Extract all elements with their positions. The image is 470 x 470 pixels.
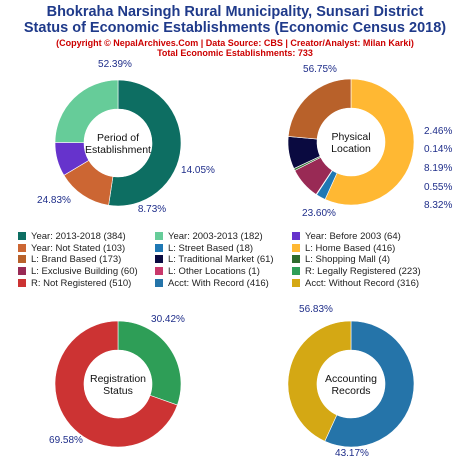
donut-4-slice-1 [324,320,415,448]
donut-2-center-label: Location [331,143,371,155]
donut-2-pct-label: 8.32% [424,200,452,211]
legend-label: L: Exclusive Building (60) [31,266,138,278]
legend-swatch [155,243,163,252]
total-establishments: Total Economic Establishments: 733 [157,48,313,58]
legend-swatch [292,278,300,287]
donut-1-hole [84,109,152,177]
legend-label: R: Legally Registered (223) [305,266,421,278]
legend-label: L: Home Based (416) [305,242,396,254]
legend-swatch [155,255,163,264]
donut-1-pct-label: 52.39% [98,59,132,70]
donut-2-pct-label: 0.14% [424,144,452,155]
legend-label: Year: Not Stated (103) [31,242,126,254]
donut-3-pct-label: 69.58% [49,435,83,446]
donut-1-center-label: Period of [97,132,139,144]
donut-3-pct-label: 30.42% [151,314,185,325]
legend-label: L: Brand Based (173) [31,254,122,266]
donut-3-center-label: Registration [90,373,146,385]
donut-2-pct-label: 8.19% [424,163,452,174]
legend-swatch [155,278,163,287]
donut-3-center-label: Status [103,385,133,397]
legend-swatch [18,278,26,287]
legend-swatch [18,255,26,264]
legend-swatch [292,232,300,240]
legend-label: Acct: With Record (416) [168,277,269,289]
legend-swatch [18,267,26,276]
donut-4-pct-label: 43.17% [335,448,369,459]
donut-3-hole [84,350,152,418]
donut-2-pct-label: 23.60% [302,208,336,219]
legend-label: L: Traditional Market (61) [168,254,274,266]
donut-2-hole [317,108,385,176]
donut-1-pct-label: 24.83% [37,195,71,206]
donut-1-pct-label: 8.73% [138,204,166,215]
donut-1-center-label: Establishment [85,144,151,156]
legend-label: Year: 2013-2018 (384) [31,231,126,242]
donut-4-pct-label: 56.83% [299,304,333,315]
copyright-note: (Copyright © NepalArchives.Com | Data So… [56,38,414,48]
legend-label: L: Shopping Mall (4) [305,254,391,266]
chart-title-line-2: Status of Economic Establishments (Econo… [23,20,447,36]
legend-swatch [155,232,163,240]
legend-label: Acct: Without Record (316) [305,277,420,289]
donut-4-center-label: Accounting [325,373,377,385]
legend-label: L: Other Locations (1) [168,266,260,278]
donut-4-center-label: Records [331,385,370,397]
donut-2-pct-label: 0.55% [424,182,452,193]
donut-2-center-label: Physical [331,131,370,143]
legend-label: Year: Before 2003 (64) [305,231,401,242]
chart-title-line-1: Bhokraha Narsingh Rural Municipality, Su… [46,4,424,20]
donut-1-pct-label: 14.05% [181,165,215,176]
legend-label: Year: 2003-2013 (182) [168,231,263,242]
donut-4-hole [317,350,385,418]
donut-2-pct-label: 2.46% [424,126,452,137]
legend-label: L: Street Based (18) [168,242,254,254]
donut-2-pct-label: 56.75% [303,64,337,75]
legend-swatch [292,255,300,264]
legend-swatch [18,232,26,240]
legend-swatch [18,243,26,252]
legend-swatch [155,267,163,276]
legend-swatch [292,243,300,252]
legend-label: R: Not Registered (510) [31,277,132,289]
legend-swatch [292,267,300,276]
